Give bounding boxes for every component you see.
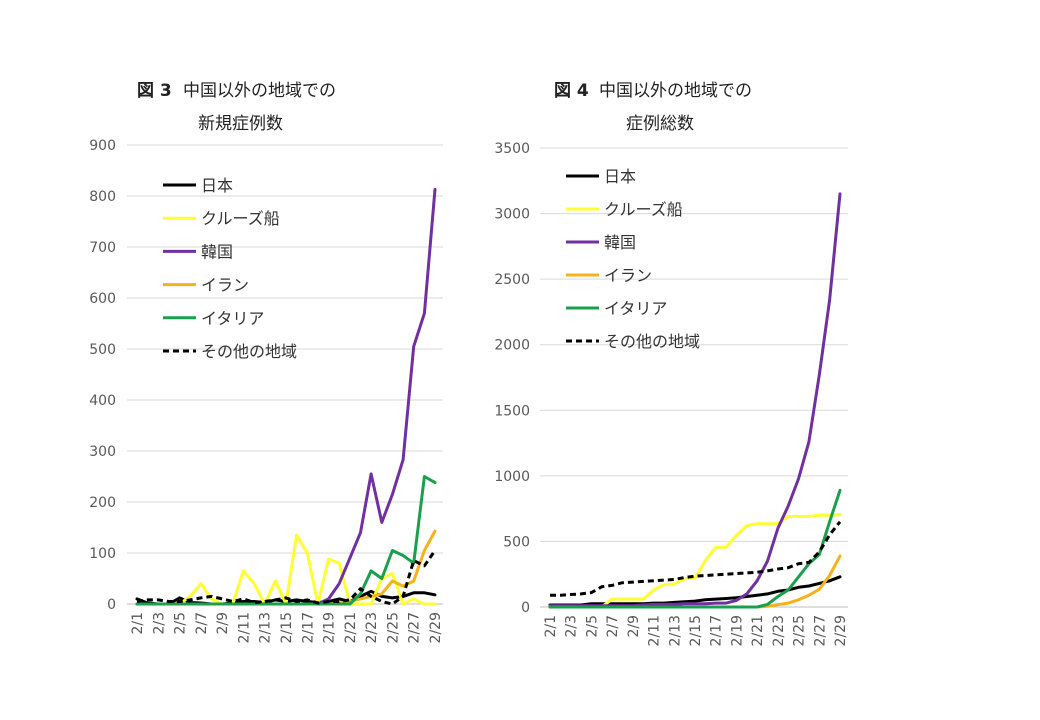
chart1-xtick-label: 2/21 xyxy=(343,612,359,643)
chart1-xtick-label: 2/29 xyxy=(428,612,444,643)
chart2-xtick-label: 2/5 xyxy=(584,615,600,638)
chart1-xtick-label: 2/23 xyxy=(364,612,380,643)
chart2-ytick-label: 500 xyxy=(503,534,530,550)
chart1-xtick-label: 2/1 xyxy=(130,612,146,635)
chart1-xtick-label: 2/13 xyxy=(258,612,274,643)
chart2-xtick-label: 2/7 xyxy=(605,615,621,638)
chart2-xtick-label: 2/19 xyxy=(729,615,745,646)
chart2-legend-label: その他の地域 xyxy=(604,332,700,351)
chart2-xtick-label: 2/21 xyxy=(750,615,766,646)
chart1-title-prefix: 図 3 xyxy=(137,81,172,101)
chart2-series-line-5 xyxy=(550,520,842,597)
chart2-legend-label: イタリア xyxy=(604,299,667,318)
chart1-ytick-label: 900 xyxy=(89,138,116,154)
chart1-title-line2: 新規症例数 xyxy=(198,114,283,134)
chart1-plot: 0 100 200 300 400 500 600 700 800 900 2/1 2/3 2/5 2/7… xyxy=(89,138,444,643)
chart2-series-line-2 xyxy=(548,192,842,608)
chart2-legend-label: 韓国 xyxy=(604,233,636,252)
chart2-xtick-label: 2/27 xyxy=(812,615,828,646)
chart1-xtick-label: 2/15 xyxy=(279,612,295,643)
chart1-legend-label: その他の地域 xyxy=(201,342,297,361)
chart1-ytick-label: 300 xyxy=(89,444,116,460)
chart1-xtick-label: 2/19 xyxy=(322,612,338,643)
chart1-ytick-label: 0 xyxy=(107,597,116,613)
chart1-ytick-label: 800 xyxy=(89,189,116,205)
chart1-series-line-1 xyxy=(135,533,437,606)
chart2-legend-label: イラン xyxy=(604,266,652,285)
chart2-xtick-label: 2/9 xyxy=(626,615,642,638)
chart1-xtick-label: 2/9 xyxy=(215,612,231,635)
chart2-series-line-4 xyxy=(548,488,842,609)
chart1-title-line1: 中国以外の地域での xyxy=(183,81,336,101)
chart2-xtick-label: 2/15 xyxy=(688,615,704,646)
chart2-title-line2: 症例総数 xyxy=(626,114,694,134)
chart2-title-prefix: 図 4 xyxy=(554,81,589,101)
chart1-xtick-label: 2/11 xyxy=(236,612,252,643)
chart2-xtick-label: 2/17 xyxy=(709,615,725,646)
chart2-ytick-label: 3500 xyxy=(494,141,530,157)
chart1-ytick-label: 600 xyxy=(89,291,116,307)
chart2-ytick-label: 1500 xyxy=(494,403,530,419)
chart2-xtick-label: 2/13 xyxy=(667,615,683,646)
chart1-ytick-label: 700 xyxy=(89,240,116,256)
chart1-xtick-label: 2/3 xyxy=(151,612,167,635)
chart2-xtick-label: 2/11 xyxy=(647,615,663,646)
chart2-plot: 0 500 1000 1500 2000 2500 3000 3500 2/1 2/3 2/5 2/7… xyxy=(494,141,849,646)
chart1-series-line-4 xyxy=(135,475,437,606)
chart1-xtick-label: 2/25 xyxy=(385,612,401,643)
chart2-xtick-label: 2/29 xyxy=(833,615,849,646)
chart1-legend-label: イラン xyxy=(201,276,249,295)
chart1-legend-label: クルーズ船 xyxy=(201,209,280,228)
chart2-ytick-label: 2000 xyxy=(494,338,530,354)
chart1-series-line-5 xyxy=(136,549,437,606)
chart1-ytick-label: 400 xyxy=(89,393,116,409)
chart2-xtick-label: 2/3 xyxy=(564,615,580,638)
chart1-ytick-label: 500 xyxy=(89,342,116,358)
chart2-series-line-0 xyxy=(548,575,842,607)
chart2-xtick-label: 2/1 xyxy=(543,615,559,638)
chart2-ytick-label: 3000 xyxy=(494,207,530,223)
chart1-legend-label: イタリア xyxy=(201,309,264,328)
chart2-title-line1: 中国以外の地域での xyxy=(599,81,752,101)
chart2-ytick-label: 0 xyxy=(521,600,530,616)
chart2-xtick-label: 2/25 xyxy=(792,615,808,646)
chart1-xtick-label: 2/5 xyxy=(173,612,189,635)
chart2-legend-label: クルーズ船 xyxy=(604,200,683,219)
chart1-xtick-label: 2/17 xyxy=(300,612,316,643)
chart2-xtick-label: 2/23 xyxy=(771,615,787,646)
chart1-ytick-label: 200 xyxy=(89,495,116,511)
chart1-xtick-label: 2/7 xyxy=(194,612,210,635)
chart1-legend-label: 日本 xyxy=(201,176,233,195)
chart2-ytick-label: 1000 xyxy=(494,469,530,485)
chart1-legend-label: 韓国 xyxy=(201,242,233,261)
chart1-series-line-3 xyxy=(135,529,437,606)
chart2-legend-label: 日本 xyxy=(604,167,636,186)
chart1-xtick-label: 2/27 xyxy=(407,612,423,643)
chart2-ytick-label: 2500 xyxy=(494,272,530,288)
chart1-ytick-label: 100 xyxy=(89,546,116,562)
